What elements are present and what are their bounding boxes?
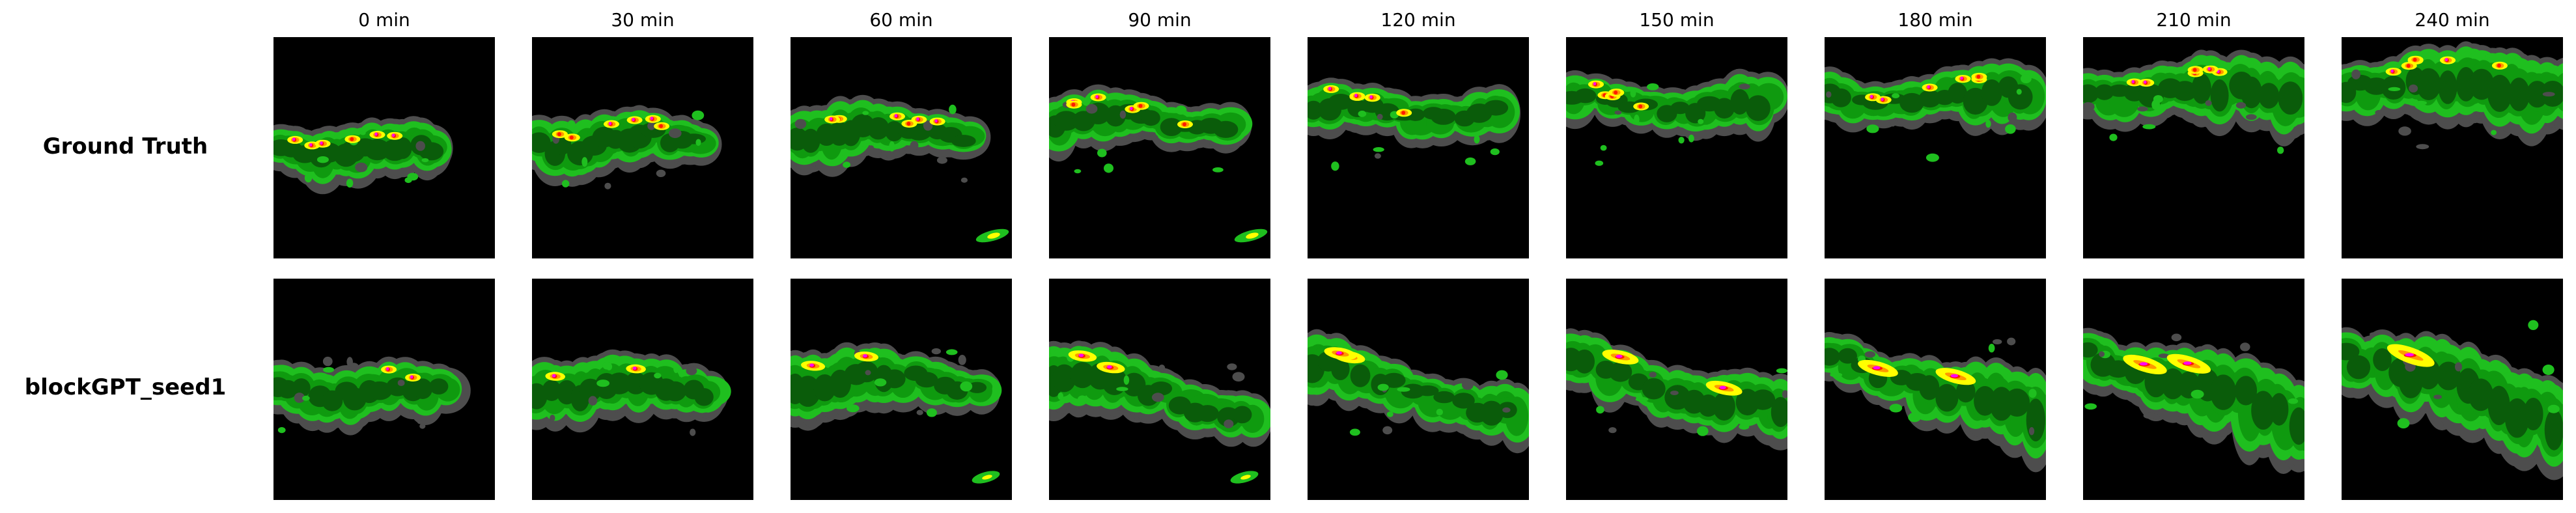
radar-reflectivity-image bbox=[273, 279, 495, 500]
radar-reflectivity-image bbox=[791, 279, 1012, 500]
radar-reflectivity-image bbox=[1049, 279, 1270, 500]
ground-truth-radar-frame bbox=[1308, 37, 1529, 258]
radar-reflectivity-image bbox=[2342, 279, 2563, 500]
radar-reflectivity-image bbox=[1825, 37, 2046, 258]
ground-truth-radar-frame bbox=[2083, 37, 2304, 258]
row-label-blockgpt-seed1: blockGPT_seed1 bbox=[24, 374, 227, 400]
radar-reflectivity-image bbox=[2083, 279, 2304, 500]
time-label: 180 min bbox=[1897, 9, 1973, 31]
blockgpt-seed1-radar-frame bbox=[1566, 279, 1787, 500]
ground-truth-radar-frame bbox=[1825, 37, 2046, 258]
blockgpt-seed1-radar-frame bbox=[2083, 279, 2304, 500]
radar-reflectivity-image bbox=[1308, 279, 1529, 500]
radar-reflectivity-image bbox=[273, 37, 495, 258]
ground-truth-radar-frame bbox=[273, 37, 495, 258]
blockgpt-seed1-radar-frame bbox=[1825, 279, 2046, 500]
radar-reflectivity-image bbox=[2342, 37, 2563, 258]
time-label: 0 min bbox=[358, 9, 410, 31]
time-label: 150 min bbox=[1639, 9, 1715, 31]
blockgpt-seed1-radar-frame bbox=[1308, 279, 1529, 500]
radar-reflectivity-image bbox=[532, 279, 753, 500]
radar-reflectivity-image bbox=[791, 37, 1012, 258]
time-label: 210 min bbox=[2156, 9, 2232, 31]
blockgpt-seed1-radar-frame bbox=[2342, 279, 2563, 500]
ground-truth-radar-frame bbox=[1049, 37, 1270, 258]
radar-reflectivity-image bbox=[2083, 37, 2304, 258]
radar-reflectivity-image bbox=[1566, 279, 1787, 500]
row-label-ground-truth: Ground Truth bbox=[42, 133, 208, 159]
blockgpt-seed1-radar-frame bbox=[791, 279, 1012, 500]
ground-truth-radar-frame bbox=[2342, 37, 2563, 258]
ground-truth-radar-frame bbox=[532, 37, 753, 258]
blockgpt-seed1-radar-frame bbox=[532, 279, 753, 500]
blockgpt-seed1-radar-frame bbox=[1049, 279, 1270, 500]
time-label: 90 min bbox=[1128, 9, 1192, 31]
time-label: 240 min bbox=[2415, 9, 2490, 31]
time-label: 60 min bbox=[869, 9, 933, 31]
time-label: 120 min bbox=[1380, 9, 1456, 31]
blockgpt-seed1-radar-frame bbox=[273, 279, 495, 500]
radar-reflectivity-image bbox=[1049, 37, 1270, 258]
radar-reflectivity-image bbox=[1825, 279, 2046, 500]
time-label: 30 min bbox=[611, 9, 675, 31]
radar-reflectivity-image bbox=[532, 37, 753, 258]
radar-reflectivity-image bbox=[1566, 37, 1787, 258]
radar-reflectivity-image bbox=[1308, 37, 1529, 258]
ground-truth-radar-frame bbox=[791, 37, 1012, 258]
ground-truth-radar-frame bbox=[1566, 37, 1787, 258]
